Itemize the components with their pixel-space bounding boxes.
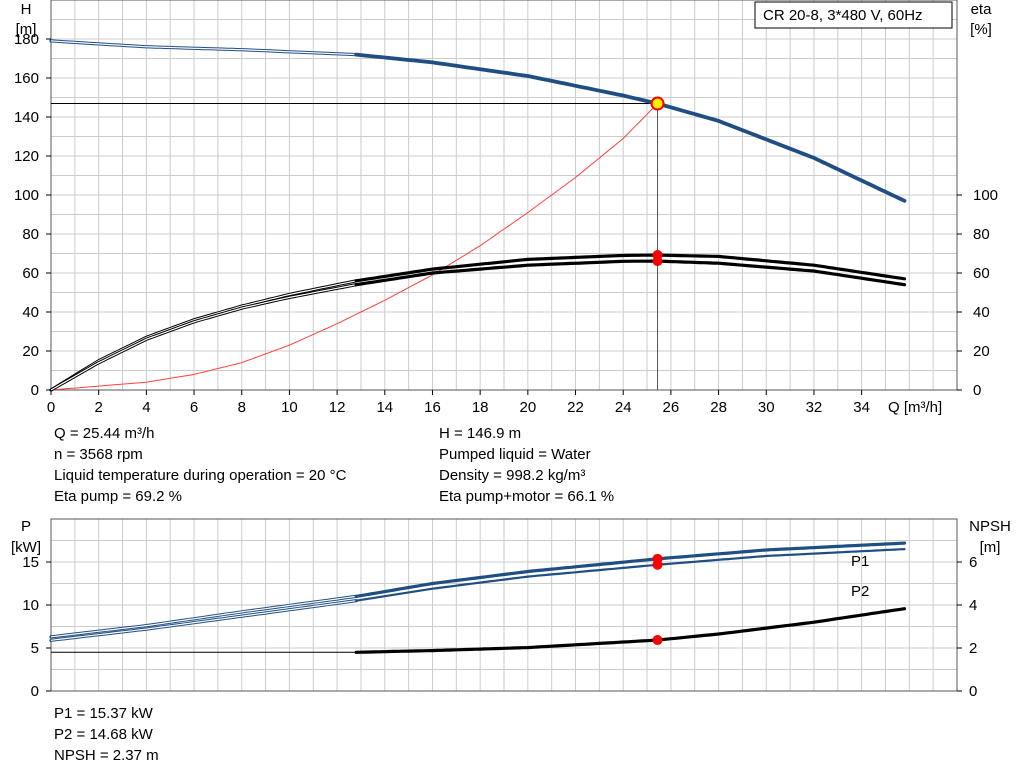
p-tick-label: 15: [22, 554, 39, 571]
q-tick-label: 30: [758, 399, 775, 416]
info-liquid: Pumped liquid = Water: [439, 446, 591, 463]
eta-total-curve-operating: [354, 259, 907, 287]
p2-duty-marker: [652, 559, 663, 570]
top-info-left: Q = 25.44 m³/h n = 3568 rpm Liquid tempe…: [54, 423, 346, 507]
npsh-axis-unit: NPSH: [969, 518, 1011, 535]
q-tick-label: 28: [710, 399, 727, 416]
q-tick-label: 0: [47, 399, 55, 416]
q-tick-label: 20: [519, 399, 536, 416]
eta-axis-unit: eta: [971, 1, 993, 18]
p2-curve-operating: [355, 548, 906, 602]
h-tick-label: 160: [14, 70, 39, 87]
q-tick-label: 26: [663, 399, 680, 416]
info-p2: P2 = 14.68 kW: [54, 726, 153, 743]
h-axis-unit-bracket: [m]: [16, 21, 37, 38]
npsh-tick-label: 2: [969, 640, 977, 657]
q-tick-label: 24: [615, 399, 632, 416]
eta-axis-unit-bracket: [%]: [970, 21, 992, 38]
q-tick-label: 22: [567, 399, 584, 416]
bottom-chart-grid: [50, 518, 958, 692]
q-tick-label: 8: [238, 399, 246, 416]
h-tick-label: 120: [14, 148, 39, 165]
p-tick-label: 10: [22, 597, 39, 614]
eta-tick-label: 20: [973, 343, 990, 360]
eta-tick-label: 80: [973, 226, 990, 243]
bottom-chart-curves: [49, 541, 907, 654]
h-tick-label: 20: [22, 343, 39, 360]
q-tick-label: 14: [376, 399, 393, 416]
eta-tick-label: 60: [973, 265, 990, 282]
eta-tick-label: 100: [973, 187, 998, 204]
h-tick-label: 40: [22, 304, 39, 321]
npsh-tick-label: 0: [969, 683, 977, 700]
q-tick-label: 4: [142, 399, 150, 416]
info-eta-pump: Eta pump = 69.2 %: [54, 488, 182, 505]
eta-pump-curve-operating: [354, 253, 907, 283]
system-curve: [50, 104, 657, 391]
eta-tick-label: 40: [973, 304, 990, 321]
h-tick-label: 0: [31, 382, 39, 399]
top-info-right: H = 146.9 m Pumped liquid = Water Densit…: [439, 423, 614, 507]
q-tick-label: 2: [95, 399, 103, 416]
q-tick-label: 18: [472, 399, 489, 416]
eta-tick-label: 0: [973, 382, 981, 399]
p-tick-label: 5: [31, 640, 39, 657]
p-tick-label: 0: [31, 683, 39, 700]
h-tick-label: 180: [14, 31, 39, 48]
legend-box-text: CR 20-8, 3*480 V, 60Hz: [763, 7, 923, 24]
info-speed: n = 3568 rpm: [54, 446, 143, 463]
npsh-curve-operating: [354, 607, 907, 654]
duty-point-marker: [650, 96, 665, 111]
eta-total-duty-marker: [652, 256, 663, 267]
q-tick-label: 12: [329, 399, 346, 416]
top-chart-grid: [50, 0, 958, 391]
legend-box: [754, 1, 953, 29]
eta-total-curve-extrapolated-outline: [49, 283, 358, 392]
info-head: H = 146.9 m: [439, 425, 522, 442]
q-tick-label: 10: [281, 399, 298, 416]
eta-total-curve-extrapolated-inner: [50, 284, 357, 391]
npsh-axis-unit-bracket: [m]: [980, 539, 1001, 556]
h-tick-label: 140: [14, 109, 39, 126]
q-axis-label: Q [m³/h]: [888, 399, 942, 416]
h-axis-unit: H: [21, 1, 32, 18]
h-tick-label: 80: [22, 226, 39, 243]
info-q: Q = 25.44 m³/h: [54, 425, 155, 442]
p2-curve-extrapolated-inner: [50, 600, 357, 641]
npsh-duty-marker: [652, 635, 663, 646]
info-npsh: NPSH = 2.37 m: [54, 747, 159, 764]
info-density: Density = 998.2 kg/m³: [439, 467, 586, 484]
h-tick-label: 60: [22, 265, 39, 282]
info-p1: P1 = 15.37 kW: [54, 705, 153, 722]
p2-series-label: P2: [851, 583, 869, 600]
bottom-info: P1 = 15.37 kW P2 = 14.68 kW NPSH = 2.37 …: [54, 703, 159, 766]
npsh-tick-label: 6: [969, 554, 977, 571]
q-tick-label: 32: [806, 399, 823, 416]
info-temperature: Liquid temperature during operation = 20…: [54, 467, 347, 484]
q-tick-label: 6: [190, 399, 198, 416]
h-tick-label: 100: [14, 187, 39, 204]
eta-pump-curve-extrapolated-inner: [50, 280, 357, 391]
npsh-tick-label: 4: [969, 597, 977, 614]
p1-curve-extrapolated-inner: [50, 595, 357, 638]
q-tick-label: 34: [853, 399, 870, 416]
info-eta-total: Eta pump+motor = 66.1 %: [439, 488, 615, 505]
head-curve-extrapolated-inner: [50, 40, 357, 56]
p-axis-unit-bracket: [kW]: [11, 539, 41, 556]
p1-series-label: P1: [851, 553, 869, 570]
top-chart-curves: [49, 39, 907, 392]
p-axis-unit: P: [21, 518, 31, 535]
head-curve-operating: [354, 52, 907, 203]
q-tick-label: 16: [424, 399, 441, 416]
p1-curve-operating: [354, 541, 907, 598]
